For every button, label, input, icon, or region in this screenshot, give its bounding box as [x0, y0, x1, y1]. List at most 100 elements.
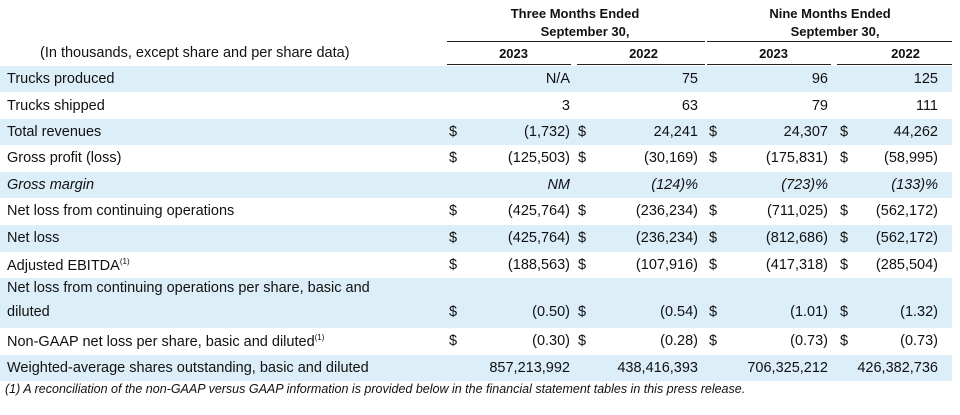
table-cell: 75 [681, 71, 698, 87]
col-header-9m-2023: 2023 [759, 46, 788, 61]
col-underline-9m-2022 [837, 64, 952, 65]
table-cell: (0.73) [790, 333, 828, 349]
table-cell: (125,503) [507, 150, 570, 166]
currency-symbol: $ [709, 150, 718, 166]
currency-symbol: $ [840, 257, 849, 273]
table-cell: (124)% [651, 177, 698, 193]
table-cell: (107,916) [635, 257, 698, 273]
table-cell: (188,563) [507, 257, 570, 273]
table-cell: (425,764) [507, 230, 570, 246]
currency-symbol: $ [578, 150, 587, 166]
currency-symbol: $ [840, 230, 849, 246]
nine-months-header-line2: September 30, [790, 24, 880, 39]
currency-symbol: $ [449, 304, 458, 320]
currency-symbol: $ [709, 257, 718, 273]
currency-symbol: $ [578, 124, 587, 140]
currency-symbol: $ [449, 124, 458, 140]
currency-symbol: $ [578, 257, 587, 273]
three-months-header-line1: Three Months Ended [510, 6, 640, 21]
table-cell: 79 [811, 98, 828, 114]
currency-symbol: $ [449, 150, 458, 166]
currency-symbol: $ [449, 203, 458, 219]
three-months-header-line2: September 30, [540, 24, 630, 39]
col-header-9m-2022: 2022 [891, 46, 920, 61]
col-header-3m-2022: 2022 [629, 46, 658, 61]
currency-symbol: $ [709, 124, 718, 140]
table-cell: (417,318) [765, 257, 828, 273]
table-row [0, 66, 952, 92]
table-cell: (58,995) [883, 150, 938, 166]
row-label-text: Total revenues [7, 124, 102, 140]
table-cell: N/A [545, 71, 570, 87]
currency-symbol: $ [578, 304, 587, 320]
col-underline-3m-2023 [447, 64, 571, 65]
table-cell: (285,504) [875, 257, 938, 273]
table-cell: (562,172) [875, 203, 938, 219]
three-months-underline [447, 41, 705, 42]
row-label: Gross profit (loss) [7, 150, 121, 166]
table-row [0, 278, 952, 328]
table-cell: NM [547, 177, 570, 193]
table-cell: 111 [915, 98, 938, 114]
units-note: (In thousands, except share and per shar… [40, 45, 350, 61]
table-row [0, 355, 952, 381]
nine-months-header-line1: Nine Months Ended [769, 6, 891, 21]
row-label: Net loss from continuing operations per … [7, 280, 370, 296]
table-cell: (1.01) [790, 304, 828, 320]
currency-symbol: $ [840, 124, 849, 140]
row-label-text: Weighted-average shares outstanding, bas… [7, 360, 369, 376]
row-label: Adjusted EBITDA(1) [7, 257, 130, 274]
table-cell: 857,213,992 [489, 360, 570, 376]
table-row [0, 172, 952, 198]
currency-symbol: $ [578, 203, 587, 219]
currency-symbol: $ [449, 257, 458, 273]
table-cell: (0.30) [532, 333, 570, 349]
row-label-text: Gross profit (loss) [7, 150, 122, 166]
currency-symbol: $ [449, 333, 458, 349]
row-label-text: Trucks produced [7, 71, 115, 87]
row-label: Trucks shipped [7, 98, 105, 114]
row-label: Net loss from continuing operations [7, 203, 234, 219]
row-label-text: Trucks shipped [7, 98, 105, 114]
row-label: Total revenues [7, 124, 101, 140]
row-label-text: Adjusted EBITDA [7, 257, 120, 274]
currency-symbol: $ [449, 230, 458, 246]
currency-symbol: $ [840, 304, 849, 320]
col-underline-3m-2022 [577, 64, 705, 65]
table-cell: (0.50) [532, 304, 570, 320]
col-header-3m-2023: 2023 [499, 46, 528, 61]
currency-symbol: $ [840, 203, 849, 219]
row-label-text: Net loss from continuing operations [7, 203, 235, 219]
currency-symbol: $ [578, 230, 587, 246]
table-cell: 706,325,212 [747, 360, 828, 376]
table-cell: (0.73) [900, 333, 938, 349]
table-cell: (133)% [891, 177, 938, 193]
table-row [0, 225, 952, 252]
table-cell: (425,764) [507, 203, 570, 219]
table-cell: (30,169) [643, 150, 698, 166]
row-label-text: Non-GAAP net loss per share, basic and d… [7, 333, 315, 350]
row-label-text: Net loss [7, 230, 60, 246]
currency-symbol: $ [578, 333, 587, 349]
currency-symbol: $ [840, 333, 849, 349]
table-cell: 438,416,393 [617, 360, 698, 376]
currency-symbol: $ [709, 333, 718, 349]
table-cell: (562,172) [875, 230, 938, 246]
table-cell: (711,025) [767, 203, 828, 219]
table-cell: 96 [811, 71, 828, 87]
row-label-text: Gross margin [7, 177, 95, 193]
row-label: Non-GAAP net loss per share, basic and d… [7, 333, 324, 350]
currency-symbol: $ [709, 203, 718, 219]
table-cell: 426,382,736 [857, 360, 938, 376]
table-cell: (236,234) [635, 230, 698, 246]
table-cell: (812,686) [765, 230, 828, 246]
table-cell: 24,241 [653, 124, 698, 140]
currency-symbol: $ [709, 304, 718, 320]
col-underline-9m-2023 [707, 64, 831, 65]
table-cell: (1,732) [524, 124, 570, 140]
row-label: Trucks produced [7, 71, 114, 87]
table-cell: (175,831) [765, 150, 828, 166]
currency-symbol: $ [840, 150, 849, 166]
table-cell: (723)% [781, 177, 828, 193]
table-cell: (1.32) [900, 304, 938, 320]
